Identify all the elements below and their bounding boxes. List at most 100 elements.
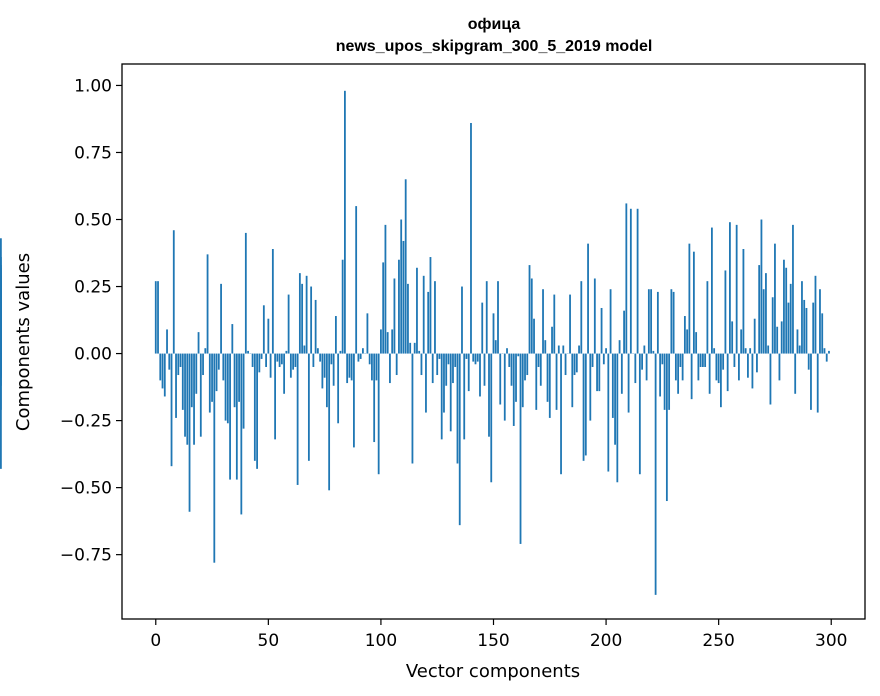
bar-component-265 xyxy=(751,353,754,389)
bar-component-219 xyxy=(647,289,650,354)
bar-component-243 xyxy=(701,353,704,367)
bar-component-9 xyxy=(175,353,177,418)
bar-component-283 xyxy=(792,224,794,354)
bar-component-123 xyxy=(431,353,434,384)
bar-component-74 xyxy=(321,353,324,389)
bar-component-undefined xyxy=(0,353,2,376)
bar-component-223 xyxy=(656,291,659,354)
bar-component-277 xyxy=(778,353,781,381)
bar-component-288 xyxy=(803,299,806,354)
bar-component-64 xyxy=(298,273,301,354)
bar-component-44 xyxy=(253,353,256,461)
bar-component-80 xyxy=(334,316,337,354)
bar-component-150 xyxy=(492,313,495,354)
y-tick-label: 1.00 xyxy=(74,76,112,96)
bar-component-161 xyxy=(517,353,520,357)
bar-component-2 xyxy=(159,353,162,381)
bar-component-255 xyxy=(729,222,731,354)
bar-component-82 xyxy=(339,350,342,354)
bar-component-246 xyxy=(708,353,711,394)
bar-component-153 xyxy=(499,353,502,405)
bar-component-81 xyxy=(337,353,340,424)
bar-component-125 xyxy=(436,353,439,376)
bar-component-203 xyxy=(611,353,614,418)
bar-component-24 xyxy=(208,353,211,413)
bar-component-124 xyxy=(434,281,436,354)
bar-component-133 xyxy=(454,353,457,367)
bar-component-162 xyxy=(519,353,522,544)
x-tick-label: 150 xyxy=(477,631,509,651)
bar-component-190 xyxy=(582,353,585,461)
y-tick-label: −0.75 xyxy=(60,546,112,566)
bar-component-146 xyxy=(483,353,486,386)
bar-component-287 xyxy=(801,281,803,354)
bar-component-244 xyxy=(704,353,707,367)
bar-component-247 xyxy=(711,227,713,354)
bar-component-89 xyxy=(355,206,358,354)
bar-component-116 xyxy=(416,267,418,354)
bar-component-276 xyxy=(776,326,779,354)
bar-component-298 xyxy=(825,353,828,362)
bar-component-26 xyxy=(213,353,216,563)
bar-component-176 xyxy=(551,326,553,354)
bar-component-279 xyxy=(783,259,785,354)
bar-component-170 xyxy=(537,353,540,367)
bar-component-182 xyxy=(564,353,567,376)
bar-component-228 xyxy=(668,353,671,410)
bar-component-67 xyxy=(305,275,308,354)
bar-component-151 xyxy=(494,340,497,354)
bar-component-6 xyxy=(168,353,171,370)
bar-component-110 xyxy=(402,240,405,354)
bar-component-85 xyxy=(346,353,349,384)
bar-component-261 xyxy=(742,249,745,354)
bar-component-180 xyxy=(560,353,562,475)
bar-component-179 xyxy=(557,345,560,354)
bar-component-102 xyxy=(384,224,387,354)
bar-component-104 xyxy=(389,353,391,384)
bar-component-98 xyxy=(375,353,378,381)
bar-component-119 xyxy=(422,275,425,354)
bar-component-230 xyxy=(672,291,675,354)
bar-component-38 xyxy=(240,353,243,515)
bar-component-217 xyxy=(643,345,646,354)
bar-component-221 xyxy=(652,350,655,354)
bar-component-4 xyxy=(163,353,166,397)
bar-component-272 xyxy=(767,345,770,354)
bar-component-39 xyxy=(242,353,245,429)
bar-component-292 xyxy=(812,302,815,354)
bar-component-79 xyxy=(332,353,335,386)
bar-component-40 xyxy=(244,232,247,354)
bar-component-19 xyxy=(197,332,200,354)
bar-component-118 xyxy=(420,353,423,376)
bar-component-41 xyxy=(247,350,249,354)
bar-component-134 xyxy=(456,353,459,464)
bar-component-257 xyxy=(733,353,736,367)
bar-component-17 xyxy=(193,353,195,445)
bar-component-25 xyxy=(211,353,213,402)
bar-component-77 xyxy=(328,353,331,491)
plot-frame xyxy=(121,63,866,620)
bars-group xyxy=(0,90,830,595)
bar-component-185 xyxy=(571,353,574,408)
bar-component-169 xyxy=(535,353,538,410)
bar-component-113 xyxy=(409,342,412,354)
bar-component-51 xyxy=(269,353,272,378)
bar-component-138 xyxy=(465,353,468,359)
bar-component-13 xyxy=(184,353,186,437)
bar-component-149 xyxy=(490,353,493,483)
bar-component-143 xyxy=(476,353,479,362)
bar-component-237 xyxy=(688,243,691,354)
bar-component-232 xyxy=(677,353,680,394)
bar-component-166 xyxy=(528,265,531,354)
bar-component-285 xyxy=(796,329,799,354)
bar-component-121 xyxy=(427,291,430,354)
bar-component-145 xyxy=(481,302,484,354)
bar-component-205 xyxy=(616,353,619,483)
bar-component-undefined xyxy=(0,302,2,354)
bar-component-225 xyxy=(661,353,664,365)
bar-component-31 xyxy=(224,353,227,421)
x-tick-label: 0 xyxy=(150,631,161,651)
bar-component-32 xyxy=(226,353,229,424)
bar-component-173 xyxy=(544,340,547,354)
bar-component-83 xyxy=(341,259,344,354)
